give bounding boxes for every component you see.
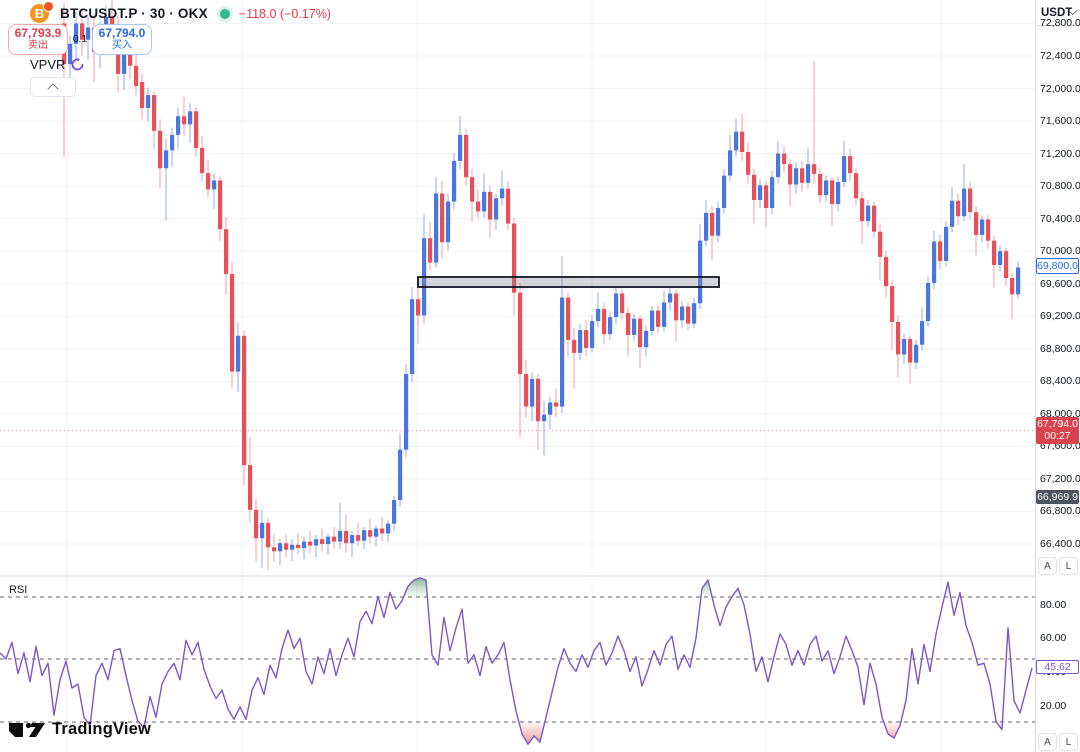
symbol-title[interactable]: BTCUSDT.P · 30 · OKX: [60, 6, 208, 21]
price-tick-label: 71,600.0: [1040, 115, 1080, 128]
price-tick-label: 68,800.0: [1040, 342, 1080, 355]
price-tick-label: 72,800.0: [1040, 17, 1080, 30]
buy-label: 买入: [112, 40, 132, 51]
currency-label: USDT: [1041, 6, 1073, 19]
price-tick-label: 67,200.0: [1040, 472, 1080, 485]
rsi-tick-label: 60.00: [1040, 632, 1067, 644]
price-tick-label: 70,000.0: [1040, 245, 1080, 258]
price-tick-label: 70,800.0: [1040, 180, 1080, 193]
price-tick-label: 72,000.0: [1040, 82, 1080, 95]
price-tick-label: 71,200.0: [1040, 147, 1080, 160]
last-bar-price-tag: 69,800.0: [1036, 258, 1079, 275]
rsi-line: [0, 577, 1033, 745]
tradingview-logo[interactable]: TradingView: [8, 720, 151, 739]
rsi-tick-label: 20.00: [1040, 700, 1067, 712]
price-change: −118.0 (−0.17%): [238, 6, 331, 21]
price-tick-label: 66,400.0: [1040, 538, 1080, 550]
rsi-auto-scale-button[interactable]: A: [1038, 733, 1057, 751]
price-tick-label: 68,400.0: [1040, 375, 1080, 388]
collapse-pane-button[interactable]: [30, 77, 76, 97]
sell-label: 卖出: [28, 40, 48, 51]
reference-price-tag: 66,969.9: [1036, 489, 1079, 504]
price-tick-label: 69,200.0: [1040, 310, 1080, 323]
current-price-value: 67,794.0: [1037, 417, 1078, 430]
sell-price: 67,793.9: [14, 26, 62, 40]
exchange-badge-icon: [43, 1, 54, 12]
sell-button[interactable]: 67,793.9 卖出: [8, 24, 68, 55]
price-tick-label: 69,600.0: [1040, 277, 1080, 290]
candlestick-series: [62, 0, 1021, 571]
buy-button[interactable]: 67,794.0 买入: [92, 24, 152, 55]
rsi-indicator-label[interactable]: RSI: [9, 584, 28, 596]
market-status-dot-icon: [219, 8, 230, 19]
tradingview-logo-icon: [9, 722, 45, 737]
tradingview-logo-text: TradingView: [52, 720, 152, 738]
rsi-value-tag: 45.62: [1036, 660, 1079, 675]
price-axis[interactable]: USDT: [1035, 0, 1080, 752]
price-tick-label: 70,400.0: [1040, 212, 1080, 225]
current-price-tag: 67,794.0 00:27: [1036, 416, 1079, 444]
loading-refresh-icon: [72, 57, 84, 71]
indicator-vpvr[interactable]: VPVR: [30, 57, 85, 72]
currency-selector[interactable]: USDT: [1036, 0, 1080, 26]
log-scale-button[interactable]: L: [1059, 557, 1078, 575]
price-tick-label: 72,400.0: [1040, 50, 1080, 62]
price-tick-label: 66,800.0: [1040, 505, 1080, 518]
spread-value: 0.1: [72, 33, 88, 45]
chevron-up-icon: [47, 82, 59, 95]
btc-icon: B: [30, 1, 56, 23]
buy-price: 67,794.0: [98, 26, 146, 40]
vpvr-label: VPVR: [30, 57, 66, 72]
rsi-log-scale-button[interactable]: L: [1059, 733, 1078, 751]
rectangle-drawing[interactable]: [417, 276, 720, 288]
symbol-header: B BTCUSDT.P · 30 · OKX −118.0 (−0.17%): [30, 1, 331, 23]
bar-countdown: 00:27: [1044, 430, 1071, 443]
auto-scale-button[interactable]: A: [1038, 557, 1057, 575]
rsi-tick-label: 80.00: [1040, 599, 1067, 611]
